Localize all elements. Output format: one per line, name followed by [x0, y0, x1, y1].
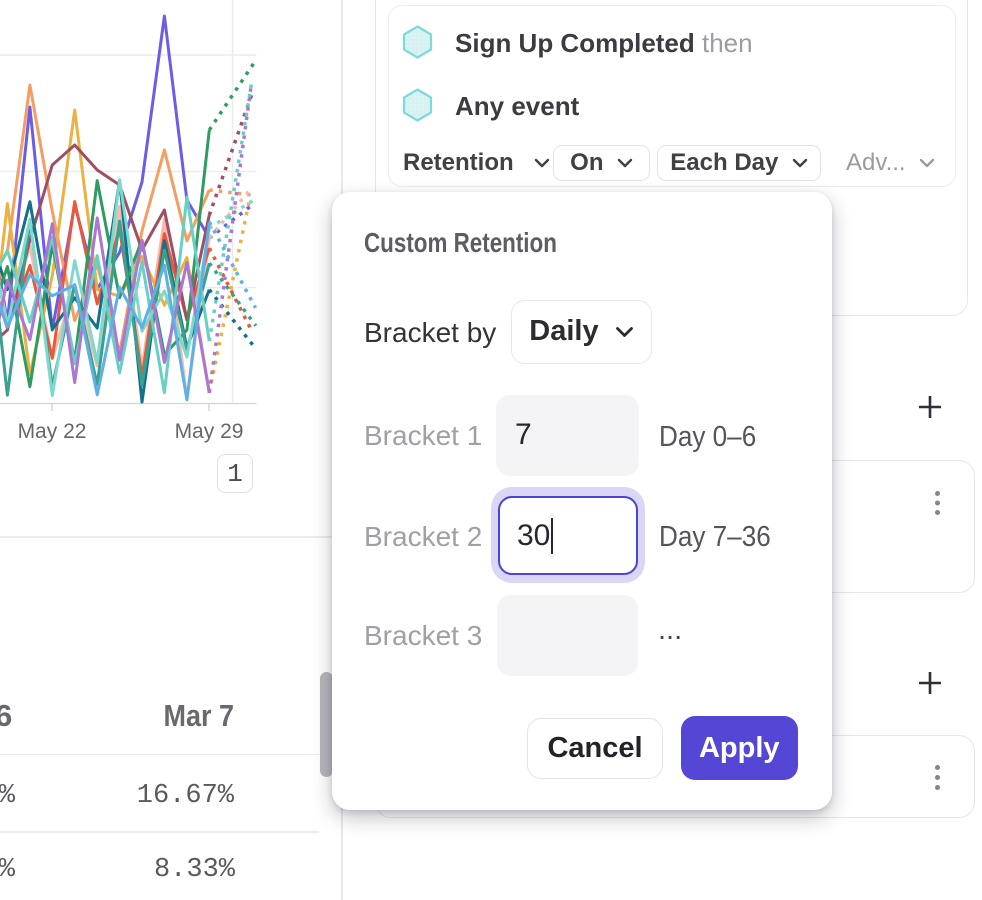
svg-text:May 29: May 29 [175, 420, 244, 443]
svg-text:May 22: May 22 [18, 420, 87, 443]
